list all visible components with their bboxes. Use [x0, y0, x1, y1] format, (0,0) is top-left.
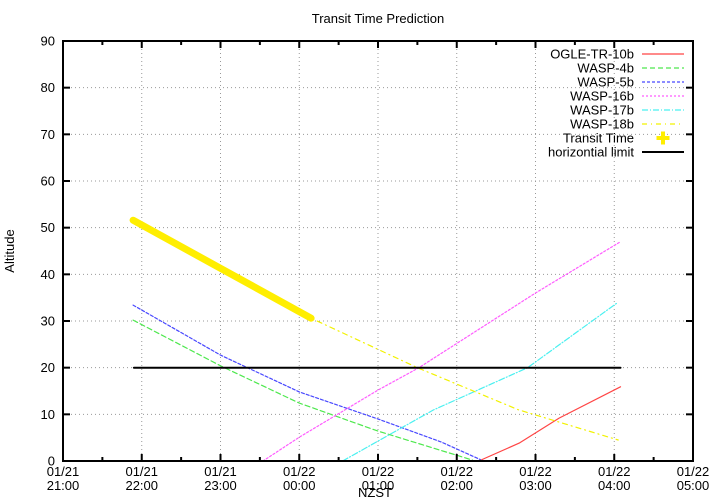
x-tick-date: 01/21 — [125, 464, 158, 479]
y-tick-label: 30 — [41, 314, 55, 329]
y-tick-label: 20 — [41, 360, 55, 375]
legend-label-wasp-5b: WASP-5b — [577, 75, 634, 90]
series-wasp-17b — [342, 302, 618, 462]
transit-time-marker-icon — [656, 131, 670, 145]
series-wasp-18b — [132, 219, 619, 441]
y-tick-label: 60 — [41, 174, 55, 189]
series-wasp-5b — [132, 304, 481, 461]
x-tick-date: 01/22 — [362, 464, 395, 479]
legend-label-wasp-4b: WASP-4b — [577, 61, 634, 76]
x-tick-time: 01:00 — [362, 478, 395, 493]
legend-label-wasp-18b: WASP-18b — [570, 117, 634, 132]
legend-label-ogle-tr-10b: OGLE-TR-10b — [550, 47, 634, 62]
x-tick-date: 01/22 — [519, 464, 552, 479]
y-tick-label: 40 — [41, 267, 55, 282]
series-wasp-16b — [262, 241, 622, 462]
series-transit-time — [129, 216, 315, 322]
legend-label-wasp-17b: WASP-17b — [570, 103, 634, 118]
x-axis-label: NZST — [358, 485, 392, 500]
x-tick-date: 01/22 — [677, 464, 710, 479]
x-tick-date: 01/22 — [598, 464, 631, 479]
legend-label-wasp-16b: WASP-16b — [570, 89, 634, 104]
y-tick-label: 50 — [41, 220, 55, 235]
series-ogle-tr-10b — [478, 386, 622, 462]
y-tick-label: 90 — [41, 34, 55, 49]
y-tick-label: 0 — [48, 454, 55, 469]
x-tick-date: 01/21 — [204, 464, 237, 479]
x-tick-time: 23:00 — [204, 478, 237, 493]
y-tick-label: 70 — [41, 127, 55, 142]
legend-label-horizontial-limit: horizontial limit — [548, 145, 634, 160]
y-tick-label: 10 — [41, 407, 55, 422]
x-tick-time: 05:00 — [677, 478, 710, 493]
x-tick-time: 21:00 — [47, 478, 80, 493]
x-tick-time: 03:00 — [519, 478, 552, 493]
x-tick-date: 01/22 — [283, 464, 316, 479]
legend-label-transit-time: Transit Time — [563, 131, 634, 146]
x-tick-date: 01/21 — [47, 464, 80, 479]
x-tick-time: 00:00 — [283, 478, 316, 493]
x-tick-time: 04:00 — [598, 478, 631, 493]
chart-title: Transit Time Prediction — [312, 11, 444, 26]
x-tick-time: 02:00 — [440, 478, 473, 493]
y-tick-label: 80 — [41, 80, 55, 95]
x-tick-date: 01/22 — [440, 464, 473, 479]
series-wasp-4b — [132, 319, 474, 461]
y-axis-label: Altitude — [2, 229, 17, 272]
x-tick-time: 22:00 — [125, 478, 158, 493]
